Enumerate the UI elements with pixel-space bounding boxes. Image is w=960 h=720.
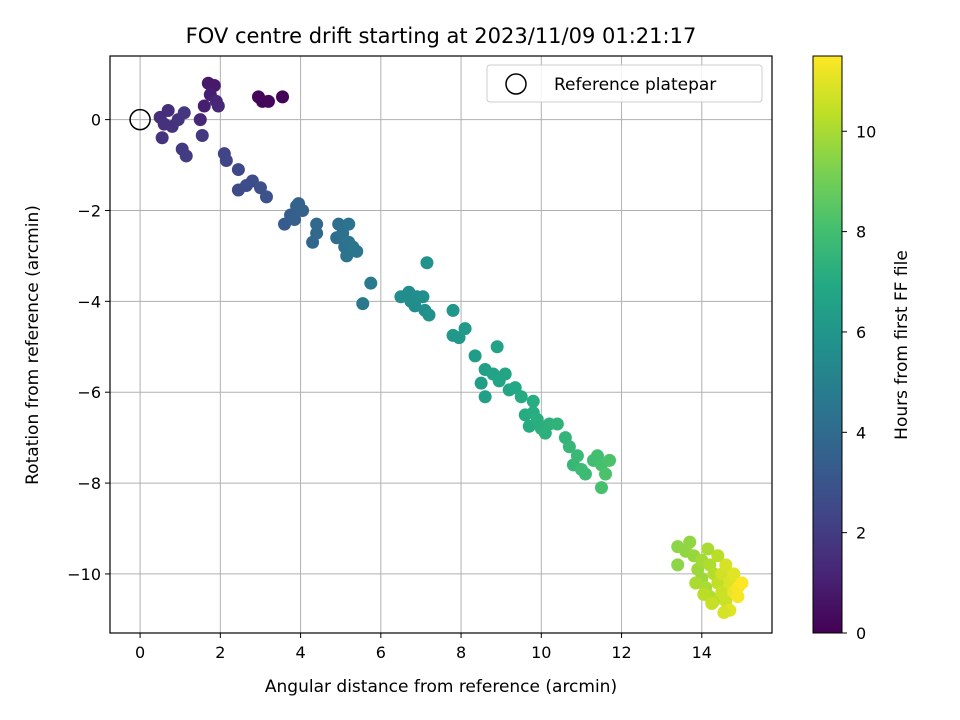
data-point bbox=[735, 576, 749, 590]
data-point bbox=[422, 308, 436, 322]
y-tick-label: −2 bbox=[77, 201, 101, 220]
data-point bbox=[179, 149, 193, 163]
colorbar-frame bbox=[812, 55, 843, 634]
data-point bbox=[578, 467, 592, 481]
colorbar-tick-label: 8 bbox=[856, 223, 866, 242]
x-tick-label: 2 bbox=[215, 643, 225, 662]
reference-platepar-marker bbox=[129, 108, 151, 131]
axis-ticks: 0 2 4 6 8 10 12 14 0 −2 −4 −6 −8 −10 bbox=[67, 111, 712, 662]
data-point bbox=[683, 535, 697, 549]
data-point bbox=[177, 106, 191, 120]
data-point bbox=[562, 440, 576, 454]
chart-title: FOV centre drift starting at 2023/11/09 … bbox=[186, 24, 697, 48]
data-point bbox=[420, 256, 434, 270]
x-axis-title: Angular distance from reference (arcmin) bbox=[265, 677, 617, 697]
data-point bbox=[292, 197, 306, 211]
y-tick-label: −8 bbox=[77, 474, 101, 493]
data-point bbox=[231, 163, 245, 177]
data-point bbox=[719, 558, 733, 572]
x-tick-label: 4 bbox=[295, 643, 305, 662]
data-point bbox=[705, 596, 719, 610]
scatter-points bbox=[153, 76, 749, 620]
x-tick-label: 0 bbox=[135, 643, 145, 662]
data-point bbox=[689, 576, 703, 590]
x-tick-label: 10 bbox=[531, 643, 551, 662]
data-point bbox=[193, 113, 207, 127]
y-tick-label: −6 bbox=[77, 383, 101, 402]
data-point bbox=[498, 367, 512, 381]
colorbar-gradient bbox=[813, 56, 842, 633]
data-point bbox=[598, 467, 612, 481]
data-point bbox=[219, 153, 233, 167]
data-point bbox=[717, 606, 731, 620]
data-point bbox=[195, 129, 209, 143]
data-point bbox=[514, 390, 528, 404]
legend-box bbox=[486, 64, 763, 103]
colorbar: 0 2 4 6 8 10 Hours from first FF file bbox=[812, 55, 912, 643]
y-tick-label: −10 bbox=[67, 565, 101, 584]
data-point bbox=[603, 453, 617, 467]
y-tick-label: −4 bbox=[77, 292, 101, 311]
colorbar-tick-label: 2 bbox=[856, 524, 866, 543]
data-point bbox=[458, 322, 472, 336]
data-point bbox=[310, 226, 324, 240]
data-point bbox=[701, 542, 715, 556]
legend-label-reference: Reference platepar bbox=[554, 75, 716, 95]
data-point bbox=[356, 297, 370, 311]
data-point bbox=[161, 104, 175, 118]
y-tick-label: 0 bbox=[91, 111, 101, 130]
data-point bbox=[211, 99, 225, 113]
data-point bbox=[259, 190, 273, 204]
data-point bbox=[276, 90, 290, 104]
data-point bbox=[570, 449, 584, 463]
data-point bbox=[446, 303, 460, 317]
colorbar-tick-label: 10 bbox=[856, 122, 876, 141]
colorbar-tick-label: 6 bbox=[856, 323, 866, 342]
grid bbox=[110, 56, 772, 633]
data-point bbox=[288, 213, 302, 227]
colorbar-tick-label: 0 bbox=[856, 624, 866, 643]
data-point bbox=[342, 217, 356, 231]
x-tick-label: 6 bbox=[376, 643, 386, 662]
colorbar-ticks: 0 2 4 6 8 10 bbox=[842, 122, 876, 643]
data-point bbox=[261, 94, 275, 108]
data-point bbox=[350, 244, 364, 258]
data-point bbox=[671, 558, 685, 572]
data-point bbox=[478, 390, 492, 404]
data-point bbox=[731, 590, 745, 604]
colorbar-label: Hours from first FF file bbox=[892, 250, 912, 440]
data-point bbox=[474, 376, 488, 390]
data-point bbox=[364, 276, 378, 290]
legend: Reference platepar bbox=[486, 64, 763, 103]
plot-frame bbox=[109, 55, 773, 634]
data-point bbox=[310, 217, 324, 231]
data-point bbox=[727, 567, 741, 581]
x-tick-label: 8 bbox=[456, 643, 466, 662]
x-tick-label: 14 bbox=[692, 643, 712, 662]
data-point bbox=[155, 131, 169, 145]
data-point bbox=[197, 99, 211, 113]
legend-marker-reference bbox=[505, 73, 527, 95]
data-point bbox=[468, 349, 482, 363]
data-point bbox=[594, 481, 608, 495]
data-point bbox=[490, 340, 504, 354]
data-point bbox=[711, 549, 725, 563]
colorbar-tick-label: 4 bbox=[856, 423, 866, 442]
y-axis-title: Rotation from reference (arcmin) bbox=[23, 205, 43, 485]
x-tick-label: 12 bbox=[611, 643, 631, 662]
data-point bbox=[550, 417, 564, 431]
data-point bbox=[526, 394, 540, 408]
data-point bbox=[697, 587, 711, 601]
data-point bbox=[416, 290, 430, 304]
